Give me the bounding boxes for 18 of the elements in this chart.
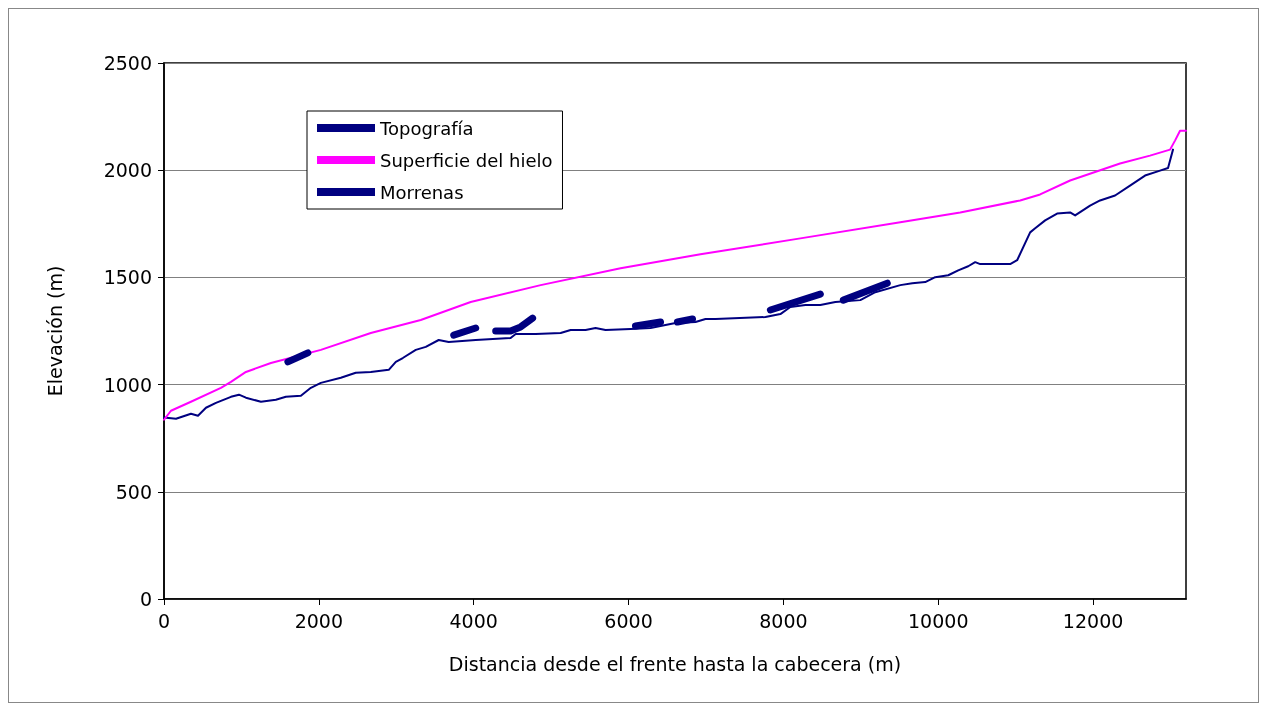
- y-tick-label: 1500: [103, 266, 152, 289]
- x-axis-title: Distancia desde el frente hasta la cabecera (m): [448, 652, 902, 675]
- x-tick-label: 12000: [1062, 609, 1124, 632]
- legend-label: Topografía: [379, 117, 474, 139]
- y-tick-label: 500: [115, 480, 152, 503]
- x-tick-label: 2000: [294, 609, 344, 632]
- y-tick-label: 1000: [103, 373, 152, 396]
- x-tick-label: 0: [157, 609, 171, 632]
- y-tick-label: 2500: [103, 52, 152, 74]
- y-axis-title: Elevación (m): [43, 265, 66, 397]
- x-tick-label: 4000: [449, 609, 498, 632]
- y-tick-label: 0: [139, 588, 152, 610]
- x-tick-label: 8000: [759, 609, 808, 632]
- legend-label: Superficie del hielo: [380, 149, 553, 171]
- y-tick-label: 2000: [103, 159, 152, 182]
- x-tick-label: 10000: [908, 609, 969, 632]
- x-tick-label: 6000: [604, 609, 653, 632]
- legend-label: Morrenas: [380, 181, 464, 203]
